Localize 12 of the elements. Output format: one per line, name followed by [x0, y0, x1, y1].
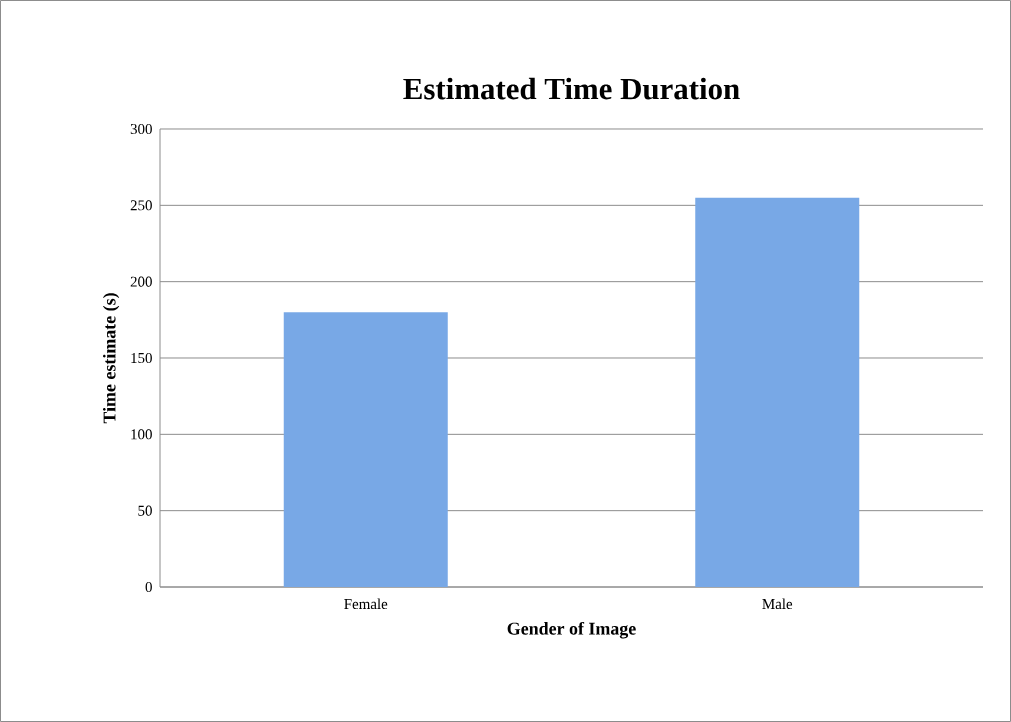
x-tick-label: Male [762, 598, 793, 610]
y-tick-label: 0 [145, 581, 152, 593]
y-tick-label: 300 [130, 123, 152, 135]
y-tick-label: 150 [131, 352, 152, 364]
chart-title: Estimated Time Duration [403, 77, 740, 100]
y-tick-label: 100 [131, 429, 152, 440]
y-axis-title: Time estimate (s) [102, 293, 120, 424]
y-tick-label: 50 [138, 505, 152, 516]
x-tick-label: Female [344, 598, 388, 610]
x-axis-title: Gender of Image [507, 621, 636, 639]
y-tick-label: 200 [130, 276, 152, 287]
y-tick-label: 250 [130, 200, 152, 211]
